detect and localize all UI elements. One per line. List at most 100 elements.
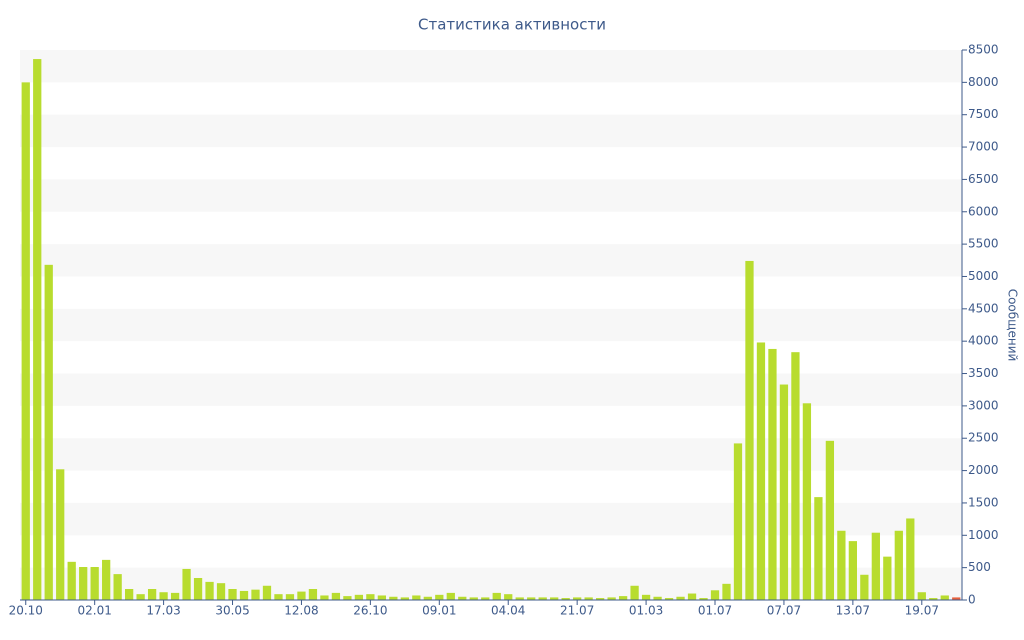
bar bbox=[756, 342, 766, 600]
bar bbox=[481, 597, 490, 600]
y-tick-label: 6500 bbox=[968, 172, 999, 186]
bar bbox=[56, 469, 65, 600]
bar bbox=[262, 585, 272, 600]
bar bbox=[595, 598, 605, 600]
bar bbox=[21, 82, 30, 600]
bar bbox=[331, 592, 341, 600]
bar bbox=[745, 260, 754, 600]
bar bbox=[860, 574, 869, 600]
bar bbox=[67, 561, 76, 600]
bar bbox=[320, 595, 329, 600]
bar bbox=[550, 597, 559, 600]
bar bbox=[733, 443, 743, 600]
bar bbox=[354, 594, 364, 600]
bar bbox=[848, 541, 858, 600]
y-tick-label: 1500 bbox=[968, 495, 999, 509]
bar bbox=[894, 530, 903, 600]
grid-band bbox=[20, 179, 962, 212]
x-tick-label: 19.07 bbox=[905, 604, 939, 618]
y-tick-label: 7000 bbox=[968, 140, 999, 154]
y-tick-label: 3500 bbox=[968, 366, 999, 380]
bar bbox=[274, 594, 283, 600]
bar bbox=[79, 567, 88, 600]
bar bbox=[435, 594, 444, 600]
grid-band bbox=[20, 50, 962, 83]
grid-band bbox=[20, 373, 962, 406]
bar bbox=[630, 585, 639, 600]
bar bbox=[458, 596, 467, 600]
bar bbox=[136, 594, 145, 600]
grid-band bbox=[20, 438, 962, 471]
bar bbox=[297, 591, 306, 600]
bar bbox=[343, 596, 352, 600]
bar bbox=[917, 592, 926, 600]
bar bbox=[366, 594, 375, 600]
bar bbox=[285, 594, 295, 600]
bar bbox=[400, 597, 409, 600]
bar bbox=[193, 578, 203, 600]
chart-title: Статистика активности bbox=[418, 16, 606, 34]
bar bbox=[527, 597, 536, 600]
bar bbox=[607, 597, 616, 600]
bar bbox=[515, 597, 524, 600]
bar bbox=[182, 568, 191, 600]
bar bbox=[251, 589, 260, 600]
bar bbox=[389, 596, 398, 600]
x-tick-label: 09.01 bbox=[422, 604, 456, 618]
y-tick-label: 6000 bbox=[968, 204, 999, 218]
bar bbox=[492, 592, 501, 600]
bar bbox=[159, 592, 168, 600]
y-tick-label: 500 bbox=[968, 560, 991, 574]
bar bbox=[722, 583, 731, 600]
x-tick-label: 20.10 bbox=[9, 604, 43, 618]
bar bbox=[653, 596, 662, 600]
bar bbox=[825, 440, 835, 600]
bar bbox=[940, 595, 949, 600]
x-tick-label: 01.07 bbox=[698, 604, 732, 618]
bar bbox=[814, 497, 823, 600]
bar bbox=[308, 589, 318, 600]
bar bbox=[906, 518, 915, 600]
bar bbox=[170, 592, 180, 600]
x-tick-label: 02.01 bbox=[77, 604, 111, 618]
y-tick-label: 8500 bbox=[968, 43, 999, 57]
x-tick-label: 21.07 bbox=[560, 604, 594, 618]
y-tick-label: 0 bbox=[968, 593, 976, 607]
bar bbox=[676, 596, 685, 600]
bar bbox=[469, 597, 478, 600]
grid-band bbox=[20, 114, 962, 148]
y-tick-label: 7500 bbox=[968, 107, 999, 121]
bar bbox=[664, 598, 674, 600]
bar bbox=[573, 597, 582, 600]
y-tick-label: 5000 bbox=[968, 269, 999, 283]
bar bbox=[618, 596, 628, 600]
bar bbox=[699, 598, 708, 600]
bar bbox=[687, 593, 697, 600]
bar bbox=[239, 590, 249, 600]
bar bbox=[205, 581, 214, 600]
bar bbox=[883, 556, 892, 600]
x-tick-label: 13.07 bbox=[836, 604, 870, 618]
grid-band bbox=[20, 244, 962, 277]
y-tick-label: 1000 bbox=[968, 528, 999, 542]
bar bbox=[837, 530, 846, 600]
y-tick-label: 2500 bbox=[968, 431, 999, 445]
bar bbox=[446, 592, 455, 600]
bar bbox=[768, 348, 777, 600]
x-tick-label: 17.03 bbox=[146, 604, 180, 618]
y-tick-label: 3000 bbox=[968, 398, 999, 412]
bar bbox=[113, 574, 122, 600]
bar bbox=[584, 597, 593, 600]
bar bbox=[791, 352, 800, 600]
y-tick-label: 8000 bbox=[968, 75, 999, 89]
x-tick-label: 26.10 bbox=[353, 604, 387, 618]
bar bbox=[952, 597, 961, 600]
x-tick-label: 30.05 bbox=[215, 604, 249, 618]
bar bbox=[216, 583, 226, 600]
x-tick-label: 12.08 bbox=[284, 604, 318, 618]
bar bbox=[561, 598, 570, 600]
x-tick-label: 01.03 bbox=[629, 604, 663, 618]
bar bbox=[504, 594, 513, 600]
bar bbox=[147, 589, 157, 600]
y-tick-label: 5500 bbox=[968, 237, 999, 251]
